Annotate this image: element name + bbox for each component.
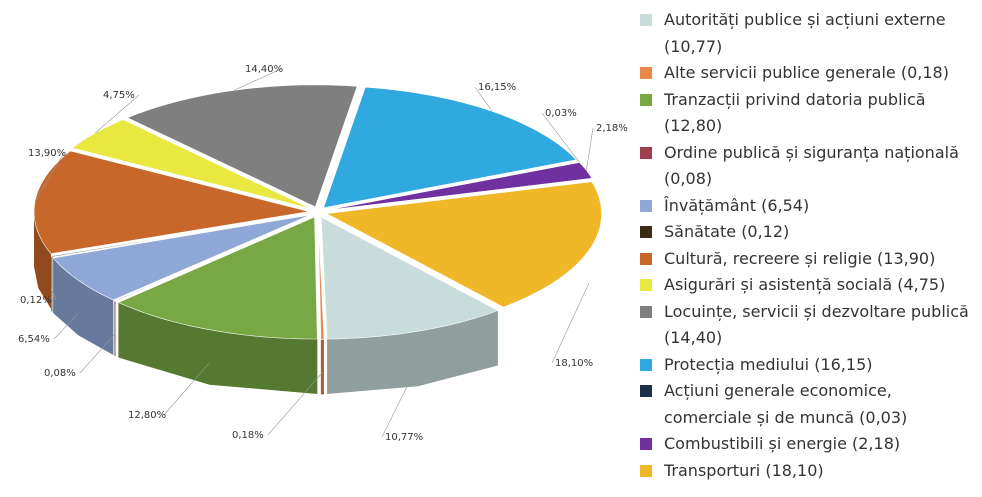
legend-swatch [640, 146, 652, 159]
legend-item: Protecția mediului (16,15) [640, 352, 980, 379]
slice-side [34, 211, 51, 309]
slice-side-shade [118, 302, 318, 394]
data-label: 12,80% [128, 410, 166, 421]
slice-side-shade [320, 339, 324, 395]
legend-swatch [640, 385, 652, 397]
slice-side-shade [53, 258, 114, 355]
legend-label: Autorități publice și acțiuni externe (1… [664, 10, 946, 56]
legend-swatch [640, 226, 652, 238]
legend-item: Sănătate (0,12) [640, 219, 980, 246]
slice [113, 215, 312, 302]
data-label: 10,77% [385, 432, 423, 443]
legend-swatch [640, 14, 652, 26]
leader-line [586, 127, 594, 171]
legend-label: Locuințe, servicii și dezvoltare publică… [664, 301, 969, 348]
legend-swatch [640, 464, 652, 477]
leader-line [267, 372, 323, 436]
slice [326, 161, 581, 211]
data-label: 0,18% [232, 430, 264, 441]
legend-label: Asigurări și asistență socială (4,75) [664, 275, 946, 294]
legend-item: Locuințe, servicii și dezvoltare publică… [640, 299, 980, 352]
legend-label: Tranzacții privind datoria publică (12,8… [664, 89, 926, 136]
slice-side-shade [51, 256, 53, 312]
slice-side-shade [34, 211, 51, 309]
leader-line [95, 94, 140, 134]
leader-line [163, 362, 210, 416]
slice-side [327, 310, 498, 394]
slice [52, 214, 311, 301]
legend-item: Combustibili și energie (2,18) [640, 431, 980, 458]
legend-swatch [640, 252, 652, 265]
data-label: 4,75% [103, 90, 135, 101]
legend-label: Transporturi (18,10) [664, 460, 824, 480]
legend-label: Ordine publică și siguranța națională (0… [664, 142, 959, 189]
legend: Autorități publice și acțiuni externe (1… [640, 7, 980, 484]
slice [320, 216, 499, 340]
slice [117, 216, 318, 340]
data-label: 0,08% [44, 368, 76, 379]
legend-label: Protecția mediului (16,15) [664, 354, 873, 374]
legend-item: Transporturi (18,10) [640, 458, 980, 485]
legend-label: Sănătate (0,12) [664, 222, 790, 241]
leader-line [381, 364, 419, 438]
legend-item: Învățământ (6,54) [640, 193, 980, 220]
legend-item: Cultură, recreere și religie (13,90) [640, 246, 980, 273]
legend-label: Combustibili și energie (2,18) [664, 434, 901, 453]
slice [323, 86, 578, 209]
leader-line [51, 289, 57, 301]
leader-line [53, 313, 79, 340]
slice [126, 84, 358, 208]
leader-line [234, 68, 282, 91]
data-label: 2,18% [596, 123, 628, 134]
slice [33, 150, 310, 255]
legend-label: Acțiuni generale economice, comerciale ș… [664, 381, 908, 427]
legend-swatch [640, 358, 652, 371]
legend-item: Ordine publică și siguranța națională (0… [640, 140, 980, 193]
slice-side [320, 339, 324, 395]
slice-side [51, 256, 53, 312]
data-label: 18,10% [555, 358, 593, 369]
legend-item: Tranzacții privind datoria publică (12,8… [640, 87, 980, 140]
legend-item: Alte servicii publice generale (0,18) [640, 60, 980, 87]
legend-swatch [640, 279, 652, 291]
leader-line [79, 333, 116, 374]
slice [325, 181, 602, 308]
data-label: 16,15% [478, 82, 516, 93]
slice-side-shade [327, 310, 498, 394]
slice-side [114, 300, 116, 357]
leader-line [541, 112, 580, 163]
legend-swatch [640, 438, 652, 450]
slice-side-shade [114, 300, 116, 357]
slice-side [118, 302, 318, 394]
data-label: 13,90% [28, 148, 66, 159]
legend-label: Alte servicii publice generale (0,18) [664, 63, 949, 82]
leader-line [551, 283, 590, 364]
legend-swatch [640, 93, 652, 106]
leader-line [474, 86, 493, 112]
legend-item: Acțiuni generale economice, comerciale ș… [640, 378, 980, 431]
legend-swatch [640, 67, 652, 79]
slice-side [53, 258, 114, 355]
slice [50, 213, 310, 258]
slice [317, 217, 325, 340]
data-label: 0,03% [545, 108, 577, 119]
legend-label: Cultură, recreere și religie (13,90) [664, 248, 936, 268]
legend-swatch [640, 305, 652, 318]
leader-line [34, 152, 65, 202]
legend-item: Autorități publice și acțiuni externe (1… [640, 7, 980, 60]
data-label: 6,54% [18, 334, 50, 345]
data-label: 0,12% [20, 295, 52, 306]
legend-label: Învățământ (6,54) [664, 195, 810, 215]
pie-plot: 10,77% 0,18% 12,80% 0,08% 6,54% 0,12% 13,90% 4,… [18, 64, 628, 443]
data-label: 14,40% [245, 64, 283, 75]
legend-swatch [640, 199, 652, 212]
legend-item: Asigurări și asistență socială (4,75) [640, 272, 980, 299]
